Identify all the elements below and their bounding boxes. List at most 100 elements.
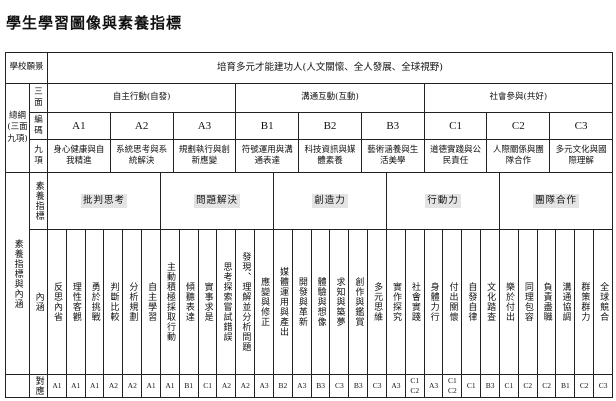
indicator-mapping: A3	[292, 375, 311, 397]
indicator-content: 多元思維	[368, 230, 386, 374]
code-label: 編碼	[30, 113, 47, 139]
mapping-code: C2	[448, 386, 457, 395]
indicator-content: 體驗與想像	[311, 230, 330, 374]
nine-item-name: 系統思考與系統解決	[110, 140, 173, 172]
indicator-mapping: C1	[462, 375, 481, 397]
indicator-content: 勇於挑戰	[85, 230, 104, 374]
mapping-code: A1	[71, 380, 81, 390]
mapping-code: C3	[598, 380, 608, 390]
mapping-code: B3	[485, 380, 495, 390]
mapping-code: C2	[579, 380, 589, 390]
nine-item-name: 道德實踐與公民責任	[424, 140, 487, 172]
nine-item-code: C1	[424, 113, 487, 139]
indicator-mapping: B3	[311, 375, 330, 397]
mapping-code: C1	[466, 380, 476, 390]
mapping-code: C3	[372, 380, 382, 390]
indicator-content: 發現、理解並分析問題	[236, 230, 255, 374]
indicator-content: 判斷比較	[104, 230, 123, 374]
indicator-group: 創造力	[273, 173, 386, 229]
indicator-mapping: B1	[179, 375, 198, 397]
indicator-content: 付出關懷	[443, 230, 462, 374]
indicator-mapping: C1 C2	[405, 375, 424, 397]
competency-table: 學校願景 培育多元才能建功人(人文關懷、全人發展、全球視野) 總綱(三面九項) …	[5, 52, 613, 398]
mapping-code: C2	[410, 386, 420, 395]
three-aspects-label: 三面	[30, 84, 47, 112]
indicator-content: 同理包容	[518, 230, 537, 374]
nine-item-code: B3	[361, 113, 424, 139]
indicator-content: 應變與修正	[255, 230, 273, 374]
indicator-content: 實作探究	[386, 230, 405, 374]
indicator-content: 文化踏查	[481, 230, 499, 374]
indicator-mapping: B2	[273, 375, 292, 397]
nine-item-name: 科技資訊與媒體素養	[299, 140, 361, 172]
indicator-content: 開發與革新	[292, 230, 311, 374]
indicator-mapping: A2	[123, 375, 142, 397]
empty-cell	[6, 375, 29, 397]
indicator-mapping: A3	[386, 375, 405, 397]
indicator-mapping: A3	[424, 375, 443, 397]
indicator-content: 思考探索嘗試錯誤	[217, 230, 236, 374]
nine-item-code: B1	[236, 113, 299, 139]
nine-item-name: 多元文化與國際理解	[550, 140, 612, 172]
indicator-mapping: C1 C2	[443, 375, 462, 397]
indicator-mapping: A2	[104, 375, 123, 397]
indicator-group-name: 團隊合作	[532, 193, 579, 209]
mapping-code: C3	[335, 380, 344, 390]
mapping-code: C2	[523, 380, 533, 390]
indicator-content: 求知與築夢	[330, 230, 349, 374]
indicator-group: 批判思考	[48, 173, 160, 229]
indicator-content: 創作與鑑賞	[349, 230, 368, 374]
indicator-content: 分析規劃	[123, 230, 142, 374]
indicator-mapping: A3	[255, 375, 273, 397]
competency-section-label: 素養指標與內涵	[6, 173, 29, 374]
indicator-mapping: B1	[556, 375, 575, 397]
nine-item-name: 規劃執行與創新應變	[173, 140, 236, 172]
indicator-content: 自主學習	[142, 230, 160, 374]
indicator-mapping: C2	[518, 375, 537, 397]
indicator-group-name: 行動力	[425, 193, 461, 209]
mapping-code: B1	[184, 380, 194, 390]
indicator-mapping: A1	[48, 375, 66, 397]
nine-item-code: C2	[487, 113, 550, 139]
indicator-mapping: C3	[368, 375, 386, 397]
indicator-content: 媒體運用與產出	[273, 230, 292, 374]
mapping-code: C1	[448, 375, 457, 385]
indicator-content: 樂於付出	[499, 230, 518, 374]
mapping-code: A1	[146, 380, 156, 390]
indicator-mapping: A1	[142, 375, 160, 397]
indicator-content: 理性客觀	[66, 230, 85, 374]
mapping-code: A1	[165, 380, 175, 390]
mapping-code: C1	[504, 380, 514, 390]
vision-label: 學校願景	[6, 53, 47, 83]
indicator-group-name: 批判思考	[80, 193, 127, 209]
mapping-code: B3	[353, 380, 363, 390]
mapping-label: 對應	[30, 375, 47, 397]
indicator-group: 問題解決	[160, 173, 273, 229]
mapping-code: A1	[52, 380, 62, 390]
aspect-header: 社會參與(共好)	[424, 84, 612, 112]
indicator-mapping: C2	[575, 375, 594, 397]
nine-item-code: B2	[299, 113, 361, 139]
page-title: 學生學習圖像與素養指標	[6, 14, 183, 32]
indicator-mapping: A1	[160, 375, 179, 397]
nine-item-name: 藝術涵養與生活美學	[361, 140, 424, 172]
indicator-content: 身體力行	[424, 230, 443, 374]
indicator-label: 素養指標	[30, 173, 47, 229]
indicator-content: 溝通協調	[556, 230, 575, 374]
mapping-code: A2	[221, 380, 231, 390]
nine-item-name: 身心健康與自我精進	[48, 140, 110, 172]
nine-item-code: A1	[48, 113, 110, 139]
indicator-mapping: C1	[198, 375, 217, 397]
indicator-content: 傾聽表達	[179, 230, 198, 374]
indicator-group: 團隊合作	[499, 173, 612, 229]
indicator-mapping: A2	[236, 375, 255, 397]
school-vision: 培育多元才能建功人(人文關懷、全人發展、全球視野)	[48, 53, 612, 83]
mapping-code: A3	[259, 380, 269, 390]
indicator-mapping: B3	[349, 375, 368, 397]
indicator-group-name: 問題解決	[193, 193, 240, 209]
indicator-content: 群策群力	[575, 230, 594, 374]
mapping-code: A2	[240, 380, 250, 390]
nine-item-code: C3	[550, 113, 612, 139]
mapping-code: A3	[428, 380, 439, 390]
indicator-content: 社會實踐	[405, 230, 424, 374]
